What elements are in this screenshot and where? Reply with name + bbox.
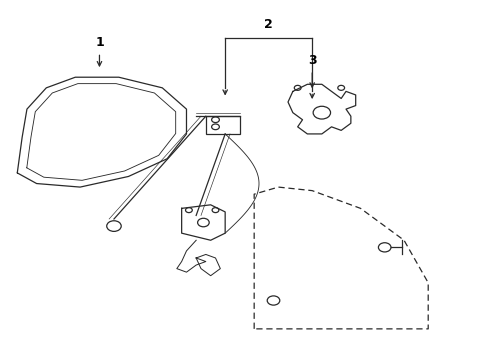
Text: 3: 3: [307, 54, 316, 67]
Text: 2: 2: [264, 18, 272, 31]
Bar: [205, 116, 239, 134]
Text: 1: 1: [95, 36, 103, 49]
